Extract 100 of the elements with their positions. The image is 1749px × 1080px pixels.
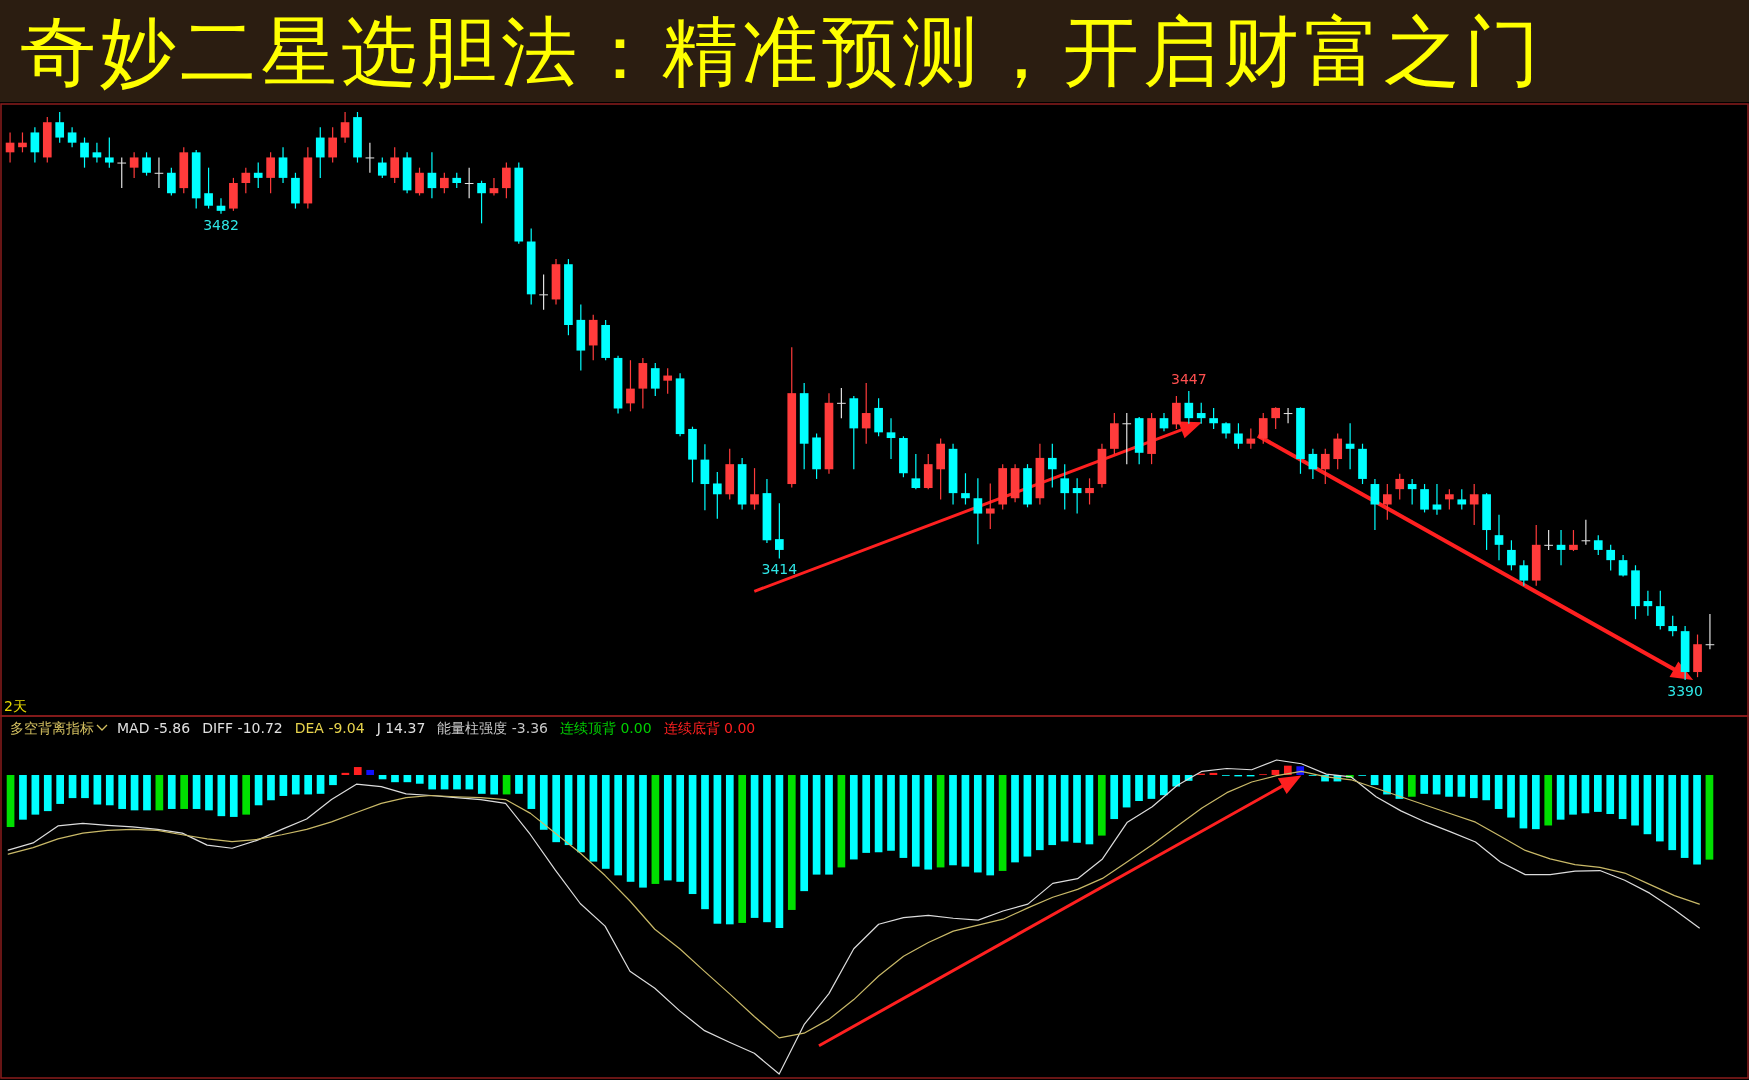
bar	[750, 775, 759, 918]
candlestick	[1184, 390, 1194, 425]
candlestick	[92, 142, 102, 164]
candlestick	[1519, 559, 1529, 587]
chart-title: 奇妙二星选胆法：精准预测，开启财富之门	[20, 7, 1540, 96]
candlestick	[1457, 488, 1467, 511]
candlestick	[1432, 483, 1442, 516]
candlestick	[427, 151, 437, 199]
bar	[329, 775, 337, 786]
text: 连续底背 0.00	[663, 720, 756, 736]
bar	[713, 775, 722, 924]
bar	[155, 775, 164, 811]
bar	[1680, 775, 1689, 858]
candlestick	[80, 136, 89, 169]
candlestick	[415, 167, 424, 197]
bar	[1110, 775, 1119, 820]
candlestick	[1085, 477, 1094, 506]
bar	[1035, 775, 1044, 851]
bar	[1073, 775, 1081, 843]
bar	[1445, 775, 1453, 797]
bar	[961, 775, 970, 867]
candlestick	[1246, 427, 1256, 450]
bar	[291, 775, 300, 795]
bar	[130, 775, 139, 811]
bar	[316, 775, 325, 794]
candlestick	[1569, 529, 1578, 552]
candlestick	[1593, 534, 1603, 556]
text: 连续顶背 0.00	[559, 720, 652, 736]
bar	[6, 775, 15, 828]
bar	[267, 775, 275, 801]
candlestick	[1159, 412, 1169, 432]
bar	[663, 775, 672, 881]
bar	[217, 775, 226, 817]
bar	[68, 775, 77, 799]
text: MAD -5.86	[117, 720, 191, 736]
candlestick	[1047, 443, 1057, 489]
bar	[242, 775, 251, 815]
bar	[93, 775, 102, 805]
text: 3447	[1170, 370, 1207, 387]
candlestick	[1668, 615, 1678, 637]
candlestick	[390, 146, 400, 184]
bar	[899, 775, 908, 858]
candlestick	[18, 131, 27, 153]
candlestick	[1258, 412, 1268, 445]
candlestick	[67, 126, 77, 148]
bar	[787, 775, 796, 910]
text: DIFF -10.72	[202, 720, 283, 736]
candlestick	[1370, 478, 1380, 531]
candlestick	[985, 482, 995, 530]
bar	[279, 775, 288, 796]
bar	[1531, 775, 1540, 830]
bar	[800, 775, 809, 892]
candlestick	[775, 502, 784, 560]
candlestick	[142, 151, 151, 177]
candlestick	[911, 453, 921, 490]
candlestick	[278, 146, 288, 184]
candlestick	[1345, 422, 1355, 470]
bar	[1122, 775, 1131, 808]
candlestick	[129, 151, 139, 179]
bar	[1159, 775, 1168, 796]
candlestick	[626, 359, 635, 412]
bar	[1097, 775, 1106, 836]
bar	[1407, 775, 1416, 797]
bar	[105, 775, 114, 806]
bar	[490, 775, 499, 795]
text: 3414	[761, 561, 798, 578]
bar	[1693, 775, 1701, 865]
candlestick	[1072, 477, 1082, 515]
candlestick	[315, 126, 325, 179]
candlestick	[1618, 554, 1628, 578]
candlestick	[253, 161, 263, 189]
candlestick	[104, 136, 114, 169]
bar	[1656, 775, 1664, 842]
bar	[1618, 775, 1627, 820]
bar	[1593, 775, 1602, 812]
candlestick	[1333, 432, 1343, 470]
candlestick	[650, 362, 660, 397]
bar	[763, 775, 771, 923]
candlestick	[539, 273, 548, 311]
bar	[477, 775, 486, 794]
bar	[43, 775, 52, 812]
bar	[1023, 775, 1032, 857]
bar	[391, 775, 399, 783]
bar	[552, 775, 561, 843]
candlestick	[1320, 448, 1330, 485]
bar	[1147, 775, 1156, 799]
bar	[1085, 775, 1094, 845]
bar	[676, 775, 685, 882]
candlestick	[1395, 473, 1405, 500]
candlestick	[328, 126, 338, 164]
bar	[862, 775, 871, 853]
text: 3482	[203, 216, 239, 233]
bar	[1544, 775, 1553, 826]
candlestick	[1060, 463, 1070, 511]
bar	[254, 775, 263, 806]
candlestick	[377, 156, 387, 179]
candlestick	[1469, 483, 1479, 526]
bar	[527, 775, 536, 809]
candlestick	[489, 177, 499, 197]
bar	[515, 775, 523, 794]
